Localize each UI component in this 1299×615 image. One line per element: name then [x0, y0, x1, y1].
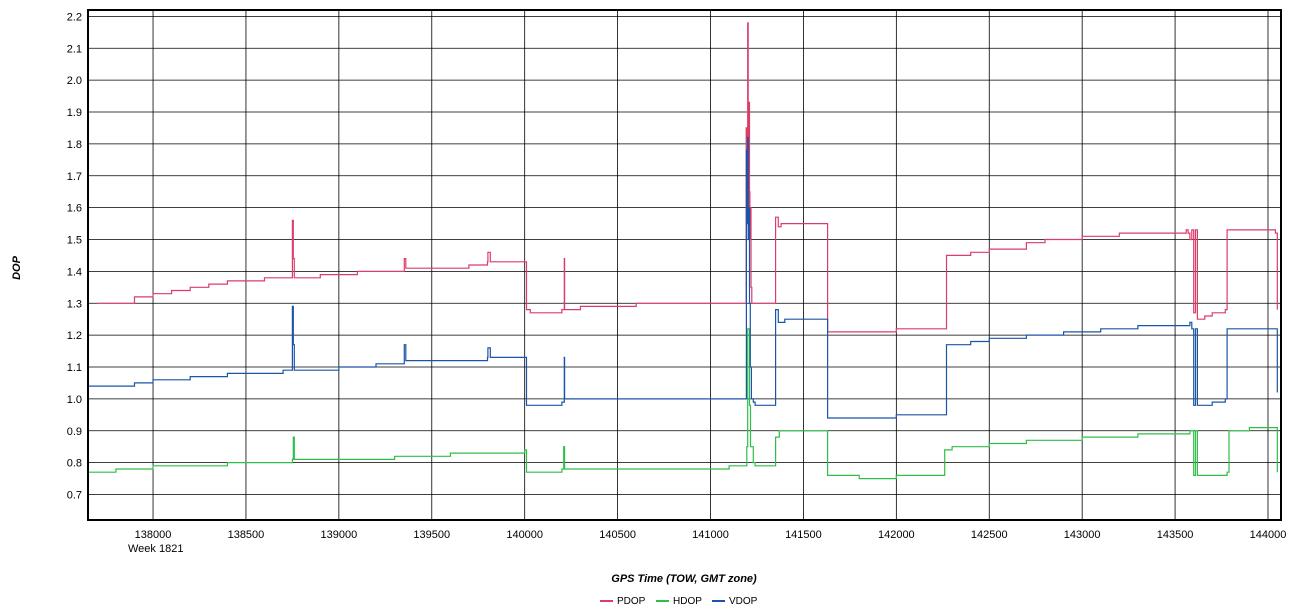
x-axis-ticks: 138000 138500 139000 139500 140000 140500 1410… — [135, 529, 1287, 541]
series-line-hdop — [88, 328, 1278, 480]
y-axis-ticks: 0.7 0.8 0.9 1.0 1.1 1.2 1.3 1.4 1.5 1.6 1.7 1.8 1.9 2… — [67, 11, 82, 501]
y-tick-label: 2.2 — [67, 11, 82, 23]
x-axis-title: GPS Time (TOW, GMT zone) — [611, 573, 757, 585]
y-tick-label: 1.9 — [67, 107, 82, 119]
legend-label-pdop: PDOP — [617, 596, 646, 607]
y-tick-label: 1.7 — [67, 171, 82, 183]
legend-label-hdop: HDOP — [673, 596, 702, 607]
legend-label-vdop: VDOP — [729, 596, 758, 607]
y-tick-label: 1.6 — [67, 203, 82, 215]
x-tick-label: 140000 — [506, 529, 543, 541]
x-tick-label: 139000 — [321, 529, 358, 541]
y-tick-label: 1.3 — [67, 298, 82, 310]
x-sublabel: Week 1821 — [128, 543, 183, 555]
x-tick-label: 142000 — [878, 529, 915, 541]
x-tick-label: 143000 — [1064, 529, 1101, 541]
y-tick-label: 1.5 — [67, 235, 82, 247]
x-tick-label: 140500 — [599, 529, 636, 541]
plot-background — [88, 10, 1281, 520]
x-tick-label: 142500 — [971, 529, 1008, 541]
y-tick-label: 1.0 — [67, 394, 82, 406]
legend: PDOP HDOP VDOP — [600, 596, 758, 607]
x-tick-label: 141000 — [692, 529, 729, 541]
grid — [88, 10, 1281, 520]
y-tick-label: 0.7 — [67, 490, 82, 502]
y-tick-label: 2.0 — [67, 75, 82, 87]
x-tick-label: 138000 — [135, 529, 172, 541]
x-tick-label: 141500 — [785, 529, 822, 541]
x-tick-label: 143500 — [1157, 529, 1194, 541]
y-tick-label: 0.9 — [67, 426, 82, 438]
y-tick-label: 1.8 — [67, 139, 82, 151]
y-tick-label: 1.2 — [67, 330, 82, 342]
y-axis-title: DOP — [11, 255, 23, 280]
series-layer — [88, 22, 1278, 480]
y-tick-label: 1.4 — [67, 266, 82, 278]
y-tick-label: 1.1 — [67, 362, 82, 374]
x-tick-label: 138500 — [228, 529, 265, 541]
x-tick-label: 139500 — [413, 529, 450, 541]
y-tick-label: 2.1 — [67, 43, 82, 55]
series-line-vdop — [88, 136, 1278, 419]
y-tick-label: 0.8 — [67, 458, 82, 470]
x-tick-label: 144000 — [1250, 529, 1287, 541]
plot-frame — [87, 9, 1282, 521]
